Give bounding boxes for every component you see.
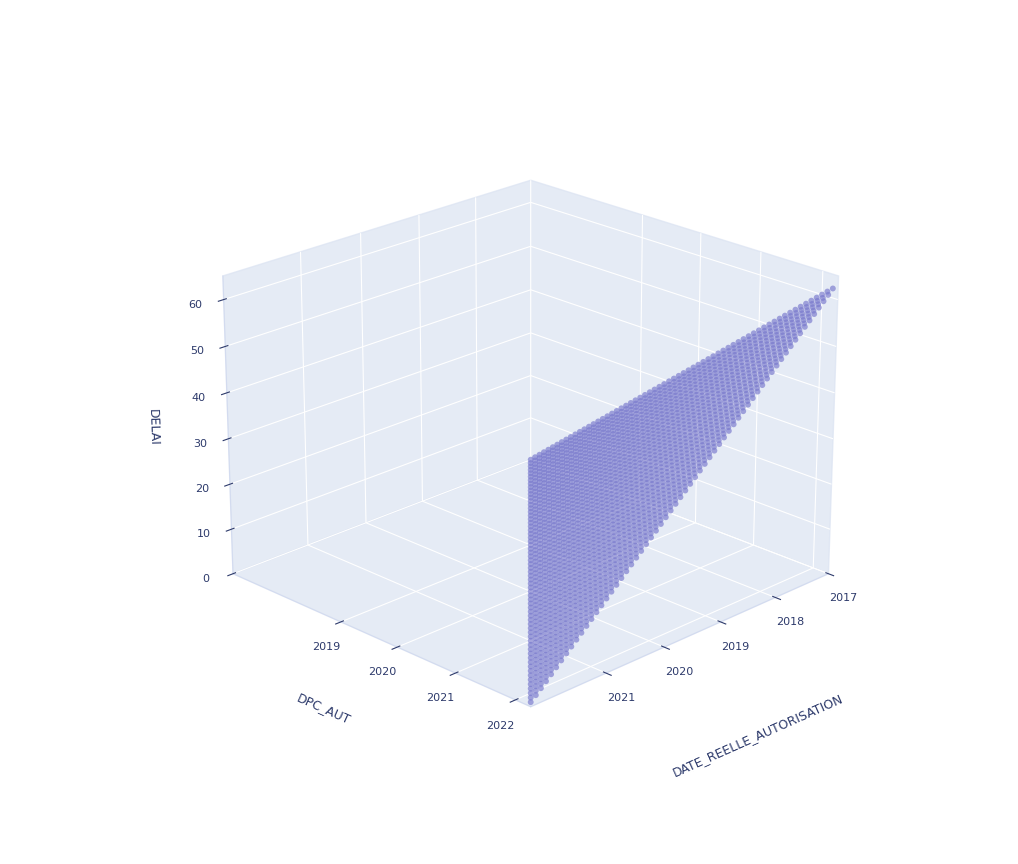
Y-axis label: DPC_AUT: DPC_AUT (294, 691, 352, 727)
X-axis label: DATE_REELLE_AUTORISATION: DATE_REELLE_AUTORISATION (670, 691, 845, 778)
